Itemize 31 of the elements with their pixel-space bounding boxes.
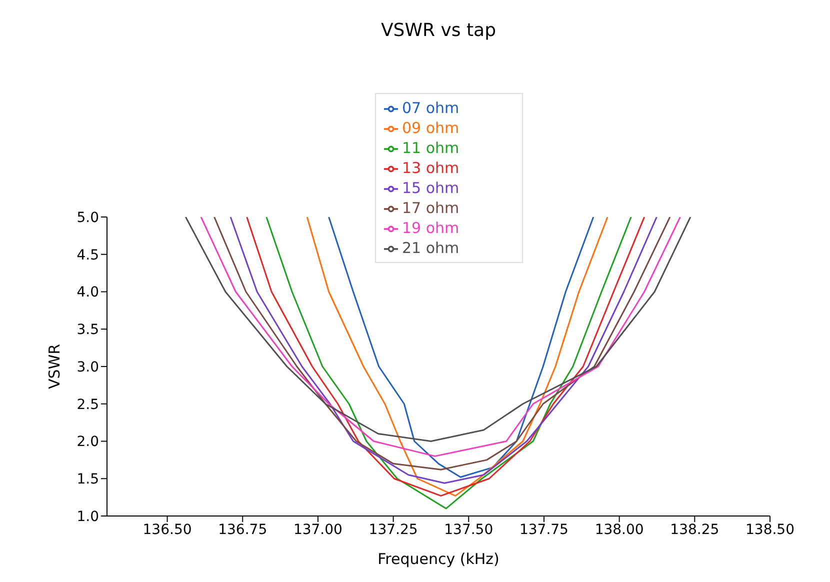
legend-label: 13 ohm xyxy=(402,159,460,177)
x-tick-label: 138.25 xyxy=(670,522,720,538)
x-axis-title: Frequency (kHz) xyxy=(378,550,500,568)
y-tick-label: 2.0 xyxy=(76,434,99,450)
chart-title: VSWR vs tap xyxy=(380,20,498,41)
y-axis-title: VSWR xyxy=(45,344,64,390)
y-tick-label: 1.5 xyxy=(76,472,99,488)
y-tick-label: 2.5 xyxy=(76,396,99,413)
x-tick-label: 137.00 xyxy=(293,522,342,538)
y-tick-label: 5.0 xyxy=(76,210,99,226)
y-tick-label: 4.5 xyxy=(76,247,99,264)
legend-label: 19 ohm xyxy=(402,219,460,237)
x-tick-label: 136.50 xyxy=(142,522,192,538)
legend-label: 17 ohm xyxy=(402,199,460,217)
line-series xyxy=(328,217,594,478)
y-tick-label: 4.0 xyxy=(76,284,99,301)
x-tick-label: 138.50 xyxy=(746,522,794,538)
x-tick-label: 137.25 xyxy=(368,522,418,538)
legend-label: 07 ohm xyxy=(402,99,460,117)
x-tick-label: 137.75 xyxy=(519,522,568,538)
x-tick-label: 136.75 xyxy=(218,522,268,538)
x-tick-label: 137.50 xyxy=(444,522,494,538)
x-tick-label: 138.00 xyxy=(594,522,644,538)
y-tick-label: 3.5 xyxy=(76,322,99,338)
legend-label: 11 ohm xyxy=(402,139,460,157)
y-tick-label: 3.0 xyxy=(76,359,99,376)
y-tick-label: 1.0 xyxy=(76,508,99,525)
line-series xyxy=(306,217,608,497)
legend-label: 15 ohm xyxy=(402,179,460,197)
legend-label: 09 ohm xyxy=(402,119,460,137)
legend-label: 21 ohm xyxy=(402,239,460,257)
